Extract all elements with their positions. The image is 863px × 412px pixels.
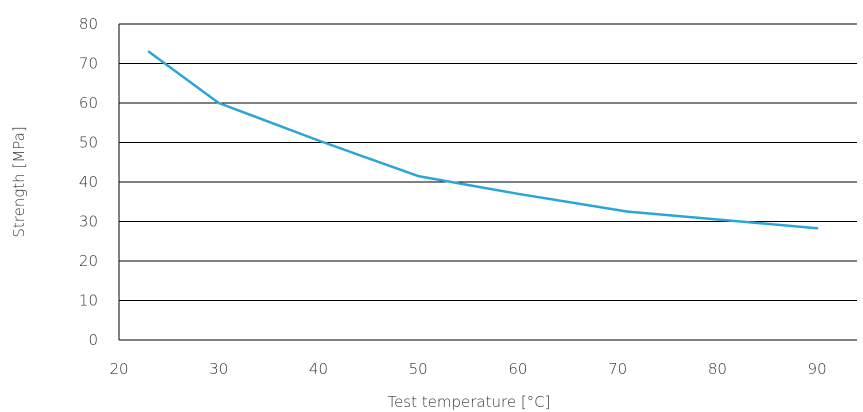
x-tick-label: 70 [608, 360, 627, 378]
y-axis-label: Strength [MPa] [10, 126, 28, 237]
y-tick-label: 50 [79, 134, 98, 152]
x-tick-label: 50 [409, 360, 428, 378]
x-tick-label: 20 [109, 360, 128, 378]
grid-lines [118, 23, 857, 341]
y-tick-label: 80 [79, 15, 98, 33]
x-axis-ticks: 20 30 40 50 60 70 80 90 [109, 360, 826, 378]
y-tick-label: 0 [88, 331, 98, 349]
x-axis-label: Test temperature [°C] [387, 393, 550, 411]
y-tick-label: 40 [79, 173, 98, 191]
x-tick-label: 60 [508, 360, 527, 378]
y-tick-label: 10 [79, 292, 98, 310]
y-tick-label: 70 [79, 55, 98, 73]
y-tick-label: 20 [79, 252, 98, 270]
x-tick-label: 40 [309, 360, 328, 378]
y-axis-ticks: 0 10 20 30 40 50 60 70 80 [79, 15, 98, 349]
series-line-0 [147, 50, 819, 230]
y-tick-label: 60 [79, 94, 98, 112]
x-tick-label: 90 [808, 360, 827, 378]
y-tick-label: 30 [79, 213, 98, 231]
x-tick-label: 30 [209, 360, 228, 378]
x-tick-label: 80 [708, 360, 727, 378]
series-layer [147, 50, 819, 230]
